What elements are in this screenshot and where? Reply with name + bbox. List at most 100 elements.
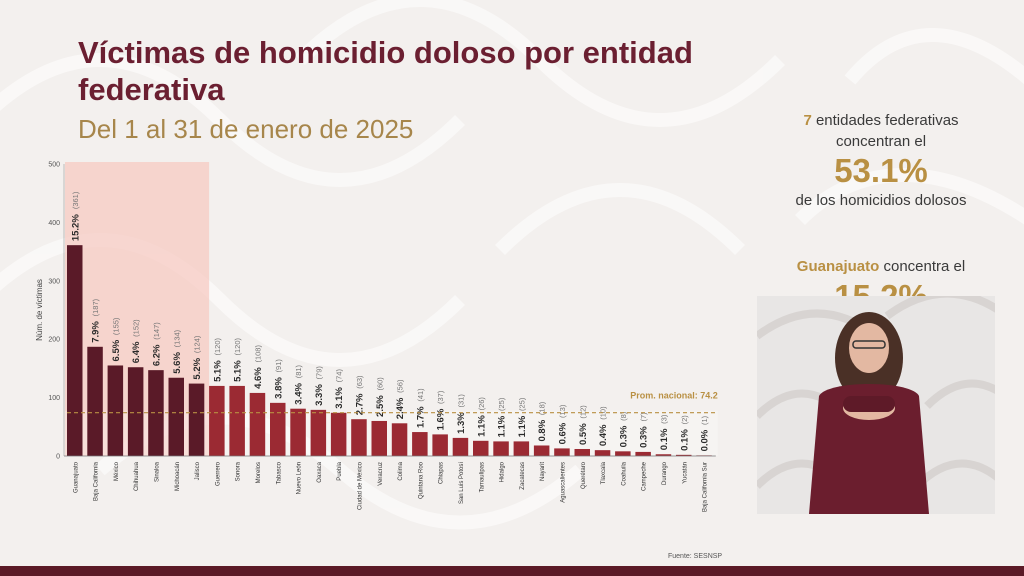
bar-count-label: (56) (396, 379, 405, 393)
bar (249, 392, 266, 456)
bar (432, 434, 448, 456)
bar-percent-label: 6.4% (131, 341, 142, 363)
x-tick-label: Baja California (94, 461, 100, 501)
x-tick-label: Oaxaca (317, 461, 323, 482)
bar (554, 448, 570, 456)
stat-line-1: 7 entidades federativas (756, 110, 1006, 131)
x-tick-label: Baja California Sur (703, 462, 709, 512)
state-stat-rest: concentra el (879, 258, 966, 275)
bar (473, 440, 489, 456)
bar-percent-label: 0.4% (598, 424, 609, 446)
stat-count: 7 (803, 112, 812, 129)
x-tick-label: Nuevo León (297, 462, 303, 494)
x-tick-label: Jalisco (195, 461, 201, 480)
y-tick-label: 300 (48, 278, 60, 285)
bar-percent-label: 7.9% (91, 321, 102, 343)
sign-language-interpreter-video (757, 296, 995, 514)
interpreter-image (757, 296, 995, 514)
bar-count-label: (91) (274, 359, 283, 373)
bar (351, 419, 367, 456)
bar (412, 432, 428, 456)
bar (290, 408, 306, 456)
x-tick-label: Puebla (337, 461, 343, 480)
x-tick-label: Guerrero (215, 461, 221, 486)
bar (229, 385, 245, 456)
stat-line-3: de los homicidios dolosos (795, 192, 967, 209)
y-tick-label: 0 (56, 454, 60, 461)
x-tick-label: Colima (398, 461, 404, 480)
bar-percent-label: 6.2% (151, 344, 162, 366)
bar-count-label: (12) (578, 405, 587, 419)
x-tick-label: México (114, 461, 120, 481)
bar (615, 451, 631, 456)
bar-percent-label: 5.1% (233, 360, 244, 382)
x-tick-label: Sonora (236, 461, 242, 481)
bar-percent-label: 2.4% (395, 397, 406, 419)
bar-percent-label: 0.8% (537, 419, 548, 441)
bar-percent-label: 1.7% (415, 406, 426, 428)
bar (574, 448, 590, 456)
bar-count-label: (74) (335, 369, 344, 383)
x-tick-label: Tabasco (276, 461, 282, 484)
bar-percent-label: 3.3% (314, 384, 325, 406)
bar (594, 450, 611, 456)
bar-percent-label: 1.1% (497, 415, 508, 437)
bar-count-label: (120) (213, 338, 222, 356)
bar-percent-label: 6.5% (111, 339, 122, 361)
bar (533, 445, 550, 456)
y-tick-label: 100 (48, 395, 60, 402)
bar (330, 412, 347, 456)
bar-percent-label: 3.8% (273, 377, 284, 399)
bar (87, 346, 103, 456)
bar-percent-label: 0.0% (700, 429, 711, 451)
x-tick-label: Tlaxcala (601, 461, 607, 484)
bar-percent-label: 3.4% (294, 382, 305, 404)
x-tick-label: Aguascalientes (560, 462, 566, 503)
bar-count-label: (7) (639, 412, 648, 422)
bar-count-label: (108) (253, 345, 262, 363)
bar (168, 377, 184, 456)
bar-percent-label: 1.6% (436, 408, 447, 430)
bar-percent-label: 5.1% (212, 360, 223, 382)
bar (452, 437, 469, 456)
bar-count-label: (81) (294, 364, 303, 378)
bar-percent-label: 3.1% (334, 387, 345, 409)
bar-count-label: (187) (91, 298, 100, 316)
bar-count-label: (155) (111, 317, 120, 335)
x-tick-label: Durango (662, 461, 668, 485)
x-tick-label: Nayarit (540, 462, 546, 481)
y-axis-label: Núm. de víctimas (35, 279, 44, 341)
date-range-subtitle: Del 1 al 31 de enero de 2025 (78, 114, 414, 144)
x-tick-label: Querétaro (581, 461, 587, 489)
bar (391, 423, 408, 456)
y-tick-label: 400 (48, 220, 60, 227)
x-tick-label: Zacatecas (520, 462, 526, 490)
bar-count-label: (41) (416, 388, 425, 402)
bar (676, 454, 692, 456)
bar-count-label: (13) (558, 404, 567, 418)
state-percent: 15.2% (756, 278, 1006, 296)
bottom-bar (0, 566, 1024, 576)
bar-count-label: (25) (497, 397, 506, 411)
bar-percent-label: 15.2% (70, 214, 81, 241)
bar-count-label: (124) (193, 335, 202, 353)
bar-percent-label: 0.5% (578, 423, 589, 445)
bar (655, 454, 672, 456)
bar-percent-label: 0.3% (618, 425, 629, 447)
bar-percent-label: 0.1% (659, 428, 670, 450)
x-tick-label: Chihuahua (134, 461, 140, 491)
bar-percent-label: 0.3% (639, 426, 650, 448)
bar (107, 365, 124, 456)
average-label: Prom. nacional: 74.2 (630, 391, 718, 401)
bar-count-label: (26) (477, 397, 486, 411)
bar-count-label: (63) (355, 375, 364, 389)
bar (188, 383, 205, 456)
bar-count-label: (3) (659, 414, 668, 424)
bar-count-label: (60) (375, 377, 384, 391)
bar-count-label: (2) (680, 415, 689, 425)
bar-percent-label: 0.1% (679, 429, 690, 451)
bar-count-label: (10) (599, 406, 608, 420)
bar-percent-label: 5.2% (192, 357, 203, 379)
bar-percent-label: 2.5% (375, 395, 386, 417)
bar-count-label: (79) (314, 366, 323, 380)
